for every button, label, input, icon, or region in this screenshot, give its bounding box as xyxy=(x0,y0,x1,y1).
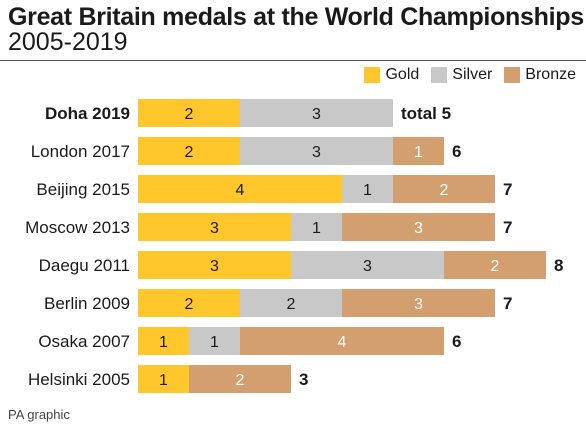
data-label-bronze: 1 xyxy=(414,144,423,161)
legend-swatch-gold xyxy=(364,67,381,83)
legend-label-silver: Silver xyxy=(452,66,493,83)
data-label-gold: 3 xyxy=(210,258,219,275)
total-label: 3 xyxy=(299,370,308,389)
chart-title: Great Britain medals at the World Champi… xyxy=(8,3,584,31)
data-label-bronze: 4 xyxy=(338,334,347,351)
bar-segment-bronze xyxy=(393,137,444,165)
category-label: Helsinki 2005 xyxy=(28,370,130,389)
data-label-silver: 3 xyxy=(363,258,372,275)
bar-segment-gold xyxy=(138,327,189,355)
legend-swatch-silver xyxy=(431,67,448,83)
category-label: Osaka 2007 xyxy=(38,332,130,351)
bar-segment-gold xyxy=(138,99,240,127)
bar-segment-silver xyxy=(342,175,393,203)
data-label-bronze: 3 xyxy=(414,296,423,313)
category-label: Moscow 2013 xyxy=(25,218,130,237)
data-label-bronze: 2 xyxy=(236,372,245,389)
data-label-bronze: 2 xyxy=(491,258,500,275)
legend: Gold Silver Bronze xyxy=(364,66,576,84)
data-label-silver: 1 xyxy=(363,182,372,199)
total-label: 7 xyxy=(503,218,512,237)
data-label-silver: 3 xyxy=(312,144,321,161)
bar-segment-silver xyxy=(240,289,342,317)
bar-segment-gold xyxy=(138,175,342,203)
total-label: total 5 xyxy=(401,104,451,123)
legend-item-silver: Silver xyxy=(431,66,492,84)
bar-segment-bronze xyxy=(189,365,291,393)
bar-segment-gold xyxy=(138,289,240,317)
data-label-silver: 1 xyxy=(312,220,321,237)
data-label-gold: 4 xyxy=(236,182,245,199)
data-label-bronze: 3 xyxy=(414,220,423,237)
total-label: 7 xyxy=(503,180,512,199)
total-label: 8 xyxy=(554,256,563,275)
category-label: Beijing 2015 xyxy=(36,180,130,199)
bar-segment-bronze xyxy=(393,175,495,203)
title-divider xyxy=(0,60,586,61)
data-label-silver: 1 xyxy=(210,334,219,351)
legend-item-gold: Gold xyxy=(364,66,419,84)
legend-label-bronze: Bronze xyxy=(525,66,576,83)
bar-segment-bronze xyxy=(342,289,495,317)
data-label-bronze: 2 xyxy=(440,182,449,199)
category-label: Berlin 2009 xyxy=(44,294,130,313)
data-label-silver: 3 xyxy=(312,106,321,123)
data-label-silver: 2 xyxy=(287,296,296,313)
bar-segment-silver xyxy=(240,99,393,127)
category-label: Doha 2019 xyxy=(45,104,130,123)
bar-segment-gold xyxy=(138,213,291,241)
data-label-gold: 1 xyxy=(159,372,168,389)
chart-subtitle: 2005-2019 xyxy=(8,28,128,56)
data-label-gold: 2 xyxy=(185,106,194,123)
bar-segment-bronze xyxy=(342,213,495,241)
bar-segment-gold xyxy=(138,365,189,393)
bar-segment-bronze xyxy=(240,327,444,355)
bar-segment-bronze xyxy=(444,251,546,279)
data-label-gold: 3 xyxy=(210,220,219,237)
bar-segment-gold xyxy=(138,137,240,165)
data-label-gold: 2 xyxy=(185,144,194,161)
data-label-gold: 2 xyxy=(185,296,194,313)
total-label: 6 xyxy=(452,142,461,161)
bar-segment-gold xyxy=(138,251,291,279)
data-label-gold: 1 xyxy=(159,334,168,351)
total-label: 7 xyxy=(503,294,512,313)
total-label: 6 xyxy=(452,332,461,351)
bar-segment-silver xyxy=(189,327,240,355)
source-credit: PA graphic xyxy=(8,407,70,422)
legend-label-gold: Gold xyxy=(385,66,420,83)
legend-item-bronze: Bronze xyxy=(504,66,576,84)
category-label: London 2017 xyxy=(31,142,130,161)
bar-segment-silver xyxy=(291,251,444,279)
bar-segment-silver xyxy=(240,137,393,165)
legend-swatch-bronze xyxy=(504,67,521,83)
bar-segment-silver xyxy=(291,213,342,241)
category-label: Daegu 2011 xyxy=(39,256,130,275)
